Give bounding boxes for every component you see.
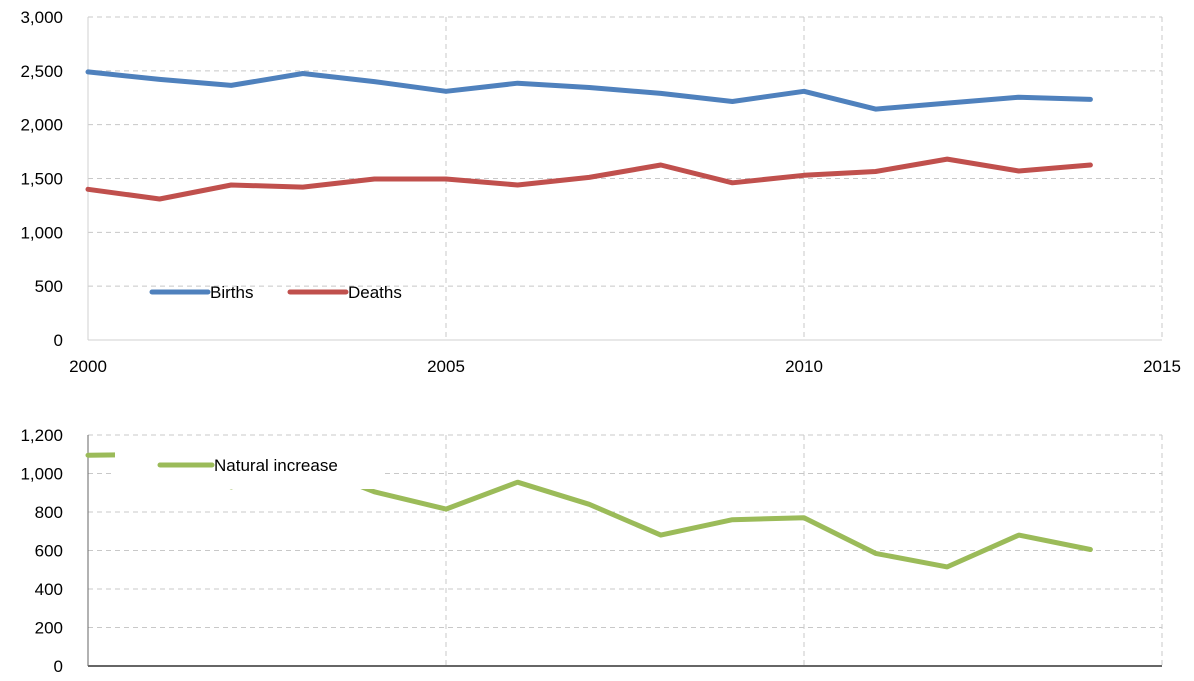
y-tick-label: 800 [35, 503, 63, 522]
top-chart: 0 500 1,000 1,500 2,000 2,500 3,000 2000 2005 201… [20, 8, 1180, 376]
y-tick-label: 1,200 [20, 426, 63, 445]
y-tick-label: 600 [35, 542, 63, 561]
y-tick-label: 0 [54, 331, 63, 350]
x-tick-label: 2005 [427, 357, 465, 376]
y-tick-label: 1,000 [20, 465, 63, 484]
series-line-births [85, 69, 1093, 112]
y-tick-label: 500 [35, 277, 63, 296]
legend-background [115, 447, 385, 489]
legend-label-deaths: Deaths [348, 283, 402, 302]
bottom-chart: 0 200 400 600 800 1,000 1,200 Natural increase [20, 426, 1163, 676]
legend: Natural increase [115, 447, 385, 489]
series-line-deaths [85, 156, 1093, 202]
x-tick-label: 2015 [1143, 357, 1181, 376]
x-tick-label: 2000 [69, 357, 107, 376]
y-tick-label: 1,000 [20, 223, 63, 242]
y-tick-label: 400 [35, 580, 63, 599]
legend: Births Deaths [149, 283, 402, 302]
y-tick-label: 2,000 [20, 116, 63, 135]
legend-label-natural-increase: Natural increase [214, 456, 338, 475]
y-tick-label: 0 [54, 657, 63, 676]
y-tick-label: 1,500 [20, 170, 63, 189]
y-tick-label: 3,000 [20, 8, 63, 27]
x-tick-label: 2010 [785, 357, 823, 376]
legend-label-births: Births [210, 283, 253, 302]
y-tick-label: 200 [35, 619, 63, 638]
y-tick-label: 2,500 [20, 62, 63, 81]
